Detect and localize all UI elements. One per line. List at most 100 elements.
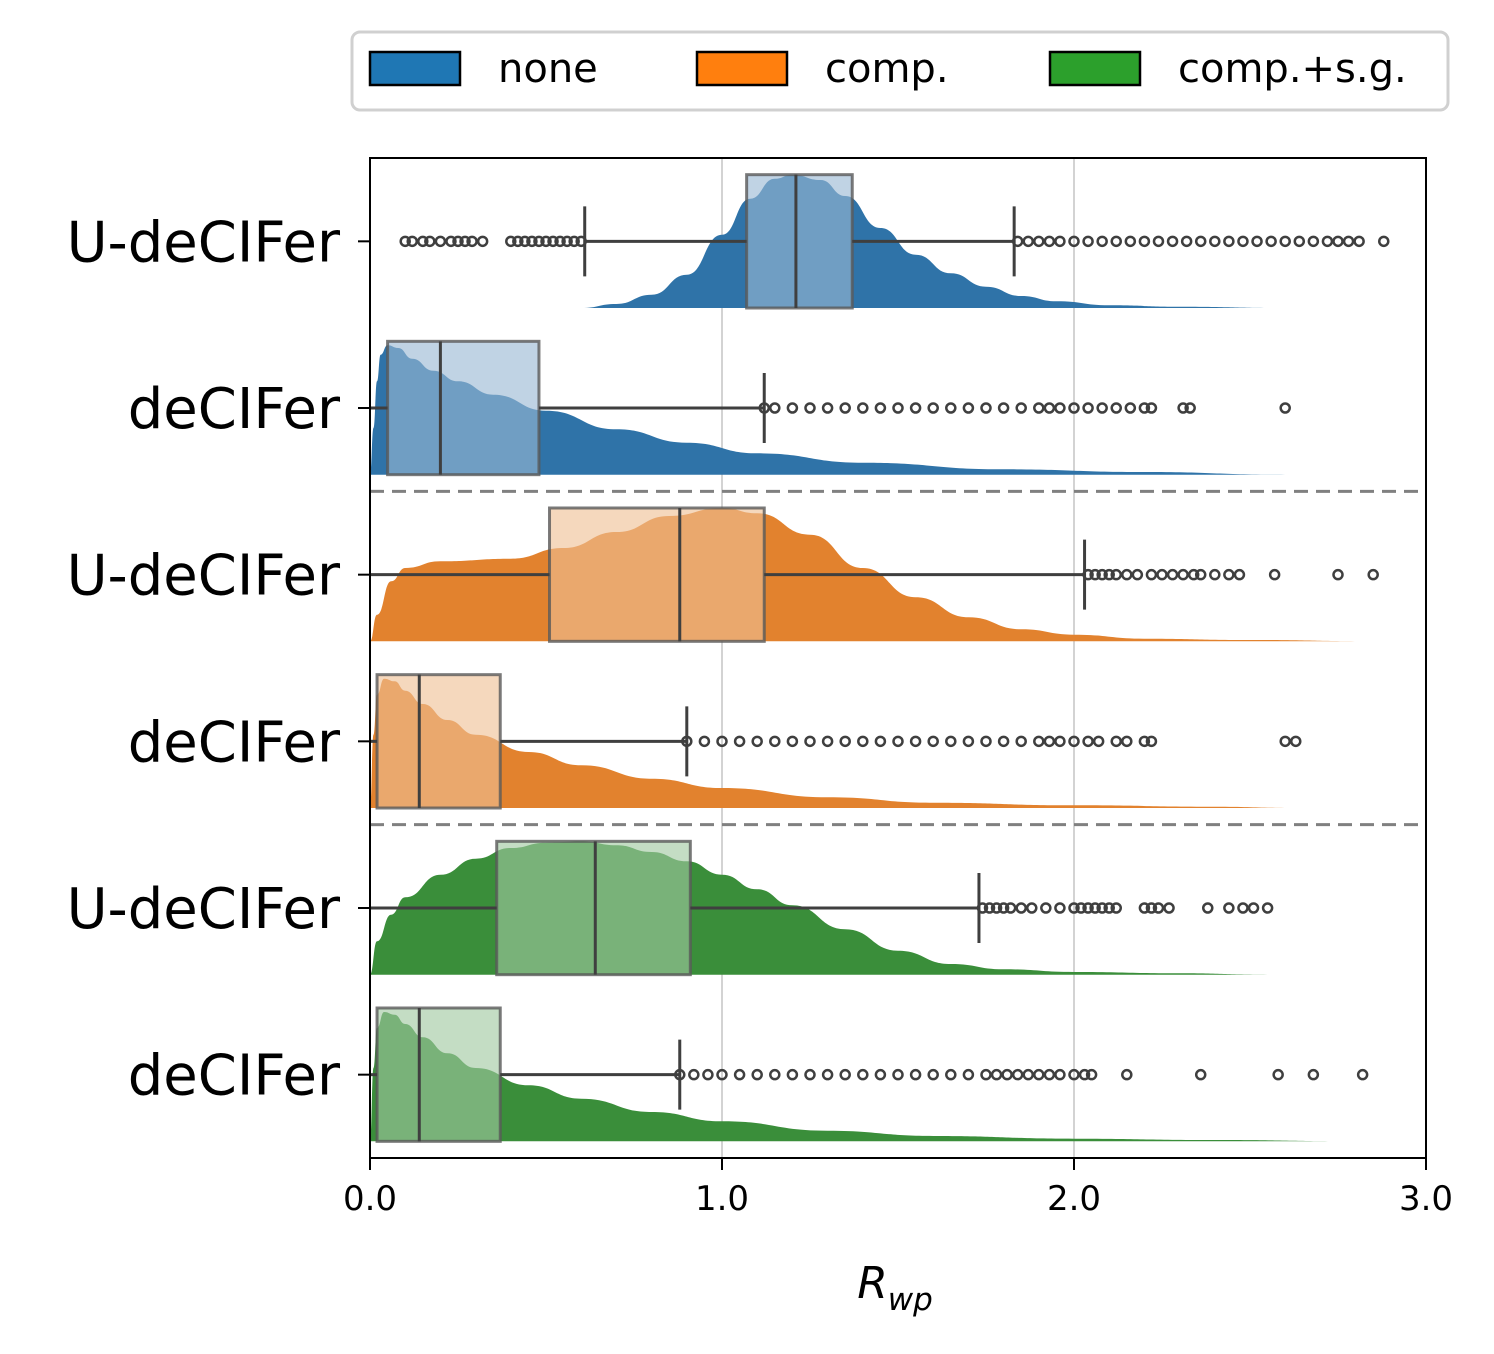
outlier-point — [1237, 902, 1249, 914]
outlier-point — [688, 1068, 700, 1081]
outlier-point — [980, 1068, 992, 1081]
outlier-point — [702, 1068, 714, 1081]
legend: none comp. comp.+s.g. — [350, 30, 1450, 112]
outlier-point — [962, 402, 975, 414]
outlier-point — [519, 235, 531, 248]
outlier-point — [561, 235, 573, 248]
outlier-point — [1033, 735, 1045, 748]
outlier-point — [445, 235, 457, 248]
outlier-point — [821, 735, 834, 748]
outlier-point — [857, 735, 869, 748]
outlier-point — [1022, 1068, 1034, 1081]
outlier-point — [554, 235, 566, 248]
outlier-point — [1040, 902, 1052, 914]
outlier-point — [927, 735, 939, 748]
outlier-point — [1096, 902, 1108, 914]
outlier-point — [681, 735, 693, 748]
outlier-point — [769, 735, 781, 748]
axes: U-deCIFer deCIFer U-deCIFer deCIFer U-deCIFe… — [67, 157, 1453, 1219]
legend-label: comp.+s.g. — [1178, 46, 1407, 92]
outlier-point — [1124, 235, 1137, 248]
outlier-point — [1085, 1068, 1098, 1081]
outlier-point — [1110, 735, 1122, 748]
outlier-point — [1026, 902, 1038, 914]
outlier-point — [505, 235, 517, 248]
outlier-point — [1152, 235, 1165, 248]
outlier-point — [758, 402, 770, 414]
outlier-point — [1307, 235, 1320, 248]
x-tick-label: 2.0 — [1047, 1179, 1101, 1219]
outlier-point — [997, 902, 1010, 914]
outlier-point — [962, 735, 975, 748]
outlier-point — [839, 1068, 851, 1081]
outlier-point — [1092, 735, 1105, 748]
outlier-point — [1110, 235, 1122, 248]
outlier-point — [1166, 568, 1179, 581]
outlier-point — [1110, 568, 1122, 581]
outlier-point — [1033, 235, 1045, 248]
outlier-point — [909, 735, 922, 748]
outlier-point — [1145, 735, 1158, 748]
box — [745, 173, 854, 310]
outlier-point — [1251, 235, 1263, 248]
outlier-point — [1233, 568, 1246, 581]
outlier-point — [1307, 1068, 1320, 1081]
outlier-point — [1138, 402, 1151, 414]
density-cloud — [370, 345, 1286, 475]
outlier-point — [1163, 902, 1175, 914]
outlier-point — [466, 235, 478, 248]
outlier-point — [1272, 1068, 1284, 1081]
outlier-point — [857, 402, 869, 414]
outlier-point — [751, 1068, 763, 1081]
outlier-point — [1342, 235, 1355, 248]
box — [375, 1006, 502, 1143]
outlier-point — [1082, 235, 1094, 248]
outlier-point — [1068, 235, 1080, 248]
outlier-point — [769, 1068, 781, 1081]
outlier-point — [1187, 568, 1200, 581]
outlier-point — [1279, 235, 1291, 248]
outlier-point — [980, 402, 992, 414]
outlier-point — [1082, 735, 1094, 748]
outlier-point — [716, 1068, 728, 1081]
outlier-point — [1356, 1068, 1369, 1081]
outlier-point — [526, 235, 538, 248]
density-cloud — [370, 678, 1296, 808]
outlier-point — [1353, 235, 1365, 248]
outlier-point — [1089, 902, 1101, 914]
outlier-point — [1054, 235, 1066, 248]
y-tick-label: deCIFer — [128, 377, 341, 442]
x-axis-label-subscript: wp — [888, 1282, 933, 1318]
outlier-point — [1103, 568, 1115, 581]
outlier-point — [1043, 235, 1056, 248]
legend-frame — [350, 30, 1450, 112]
outlier-point — [1001, 1068, 1013, 1081]
outlier-point — [997, 735, 1010, 748]
gridlines — [721, 158, 1075, 1158]
outlier-point — [1131, 568, 1144, 581]
outlier-point — [1011, 1068, 1024, 1081]
outlier-point — [1015, 402, 1027, 414]
x-axis-label-main: R — [857, 1258, 888, 1309]
legend-label: none — [498, 46, 598, 92]
outlier-point — [990, 902, 1003, 914]
outlier-point — [1054, 402, 1066, 414]
outlier-point — [821, 402, 834, 414]
outlier-point — [452, 235, 464, 248]
outlier-point — [1223, 568, 1235, 581]
outlier-point — [1202, 902, 1214, 914]
outlier-point — [839, 402, 851, 414]
outlier-point — [892, 402, 904, 414]
outlier-point — [1096, 568, 1108, 581]
y-tick-label: U-deCIFer — [67, 877, 341, 942]
outlier-point — [540, 235, 552, 248]
outlier-point — [1138, 235, 1151, 248]
outlier-point — [892, 735, 904, 748]
x-axis-label: Rwp — [857, 1258, 933, 1318]
outlier-point — [1103, 902, 1115, 914]
outlier-point — [1290, 735, 1302, 748]
outlier-point — [1194, 1068, 1207, 1081]
outlier-point — [1068, 902, 1080, 914]
legend-label: comp. — [825, 46, 949, 92]
